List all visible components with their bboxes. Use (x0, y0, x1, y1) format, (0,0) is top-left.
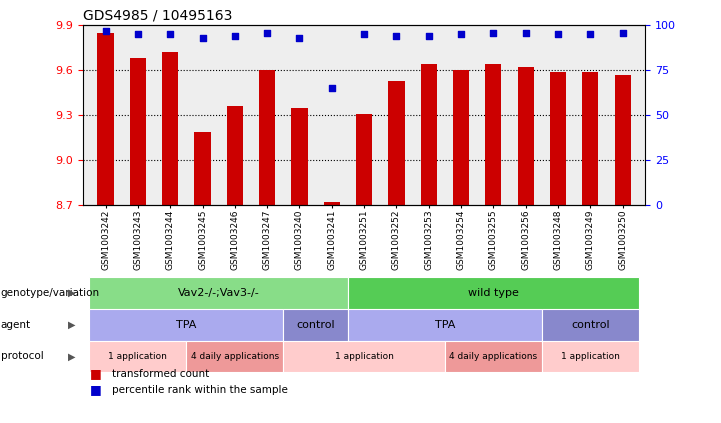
Bar (445, 341, 542, 372)
Bar (259, 70, 275, 205)
Bar (583, 72, 598, 205)
Bar (348, 309, 542, 341)
Text: TPA: TPA (176, 320, 197, 330)
Text: Vav2-/-;Vav3-/-: Vav2-/-;Vav3-/- (178, 288, 260, 298)
Bar (130, 58, 146, 205)
Text: ■: ■ (90, 384, 102, 396)
Text: ▶: ▶ (68, 288, 76, 298)
Point (326, 85, 337, 92)
Bar (291, 108, 308, 205)
Bar (283, 309, 348, 341)
Point (262, 29, 273, 36)
Text: 1 application: 1 application (561, 352, 620, 361)
Text: ▶: ▶ (68, 352, 76, 361)
Bar (453, 70, 469, 205)
Bar (226, 106, 243, 205)
Point (617, 29, 629, 36)
Point (229, 33, 241, 40)
Bar (542, 341, 639, 372)
Point (391, 33, 402, 40)
Point (293, 35, 305, 41)
Bar (542, 309, 639, 341)
Text: TPA: TPA (435, 320, 455, 330)
Bar (97, 33, 114, 205)
Bar (195, 132, 211, 205)
Text: 1 application: 1 application (335, 352, 394, 361)
Text: percentile rank within the sample: percentile rank within the sample (112, 385, 288, 395)
Point (132, 31, 143, 38)
Point (164, 31, 176, 38)
Text: genotype/variation: genotype/variation (1, 288, 99, 298)
Bar (162, 52, 178, 205)
Bar (518, 67, 534, 205)
Bar (89, 277, 348, 309)
Text: control: control (571, 320, 610, 330)
Bar (186, 341, 283, 372)
Point (455, 31, 466, 38)
Point (585, 31, 596, 38)
Bar (348, 277, 639, 309)
Text: 4 daily applications: 4 daily applications (191, 352, 279, 361)
Text: GDS4985 / 10495163: GDS4985 / 10495163 (83, 9, 232, 23)
Text: agent: agent (1, 320, 31, 330)
Bar (485, 64, 502, 205)
Bar (614, 75, 631, 205)
Bar (89, 309, 283, 341)
Bar (356, 114, 372, 205)
Point (99, 27, 111, 34)
Point (423, 33, 435, 40)
Point (487, 29, 499, 36)
Bar (420, 64, 437, 205)
Text: 4 daily applications: 4 daily applications (449, 352, 537, 361)
Point (520, 29, 531, 36)
Text: 1 application: 1 application (108, 352, 167, 361)
Bar (89, 341, 186, 372)
Bar (283, 341, 445, 372)
Bar (389, 81, 404, 205)
Text: control: control (296, 320, 335, 330)
Text: wild type: wild type (468, 288, 519, 298)
Point (358, 31, 370, 38)
Point (552, 31, 564, 38)
Bar (550, 72, 566, 205)
Text: ▶: ▶ (68, 320, 76, 330)
Point (197, 35, 208, 41)
Text: transformed count: transformed count (112, 369, 209, 379)
Bar (324, 202, 340, 205)
Text: ■: ■ (90, 368, 102, 380)
Text: protocol: protocol (1, 352, 43, 361)
